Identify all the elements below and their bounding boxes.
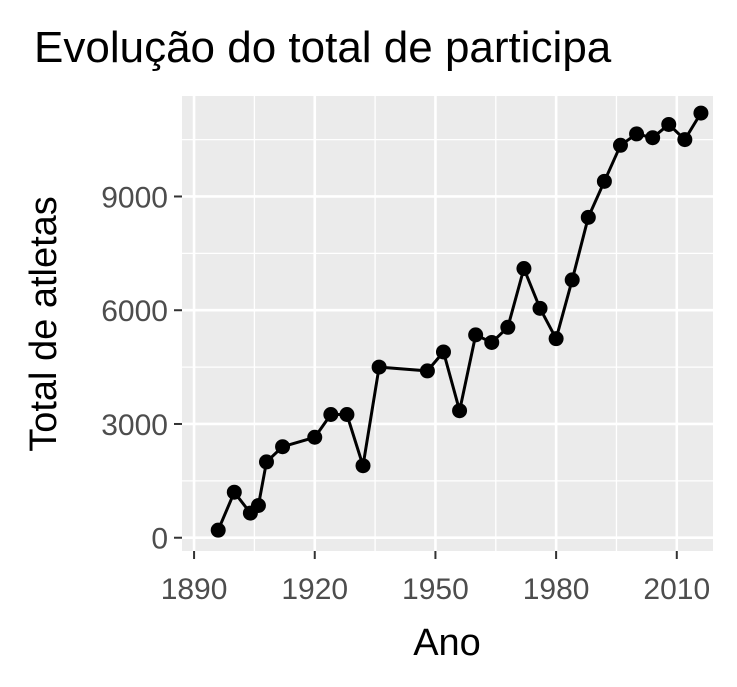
x-tick-label: 1950 bbox=[402, 573, 469, 606]
y-axis-tick-labels: 0 3000 6000 9000 bbox=[101, 181, 168, 555]
data-point bbox=[435, 344, 451, 360]
data-point bbox=[371, 359, 387, 375]
data-point bbox=[250, 498, 266, 513]
y-axis-title: Total de atletas bbox=[23, 196, 65, 452]
data-point bbox=[596, 173, 612, 189]
x-axis-tick-labels: 1890 1920 1950 1980 2010 bbox=[161, 573, 710, 606]
data-point bbox=[661, 116, 677, 132]
data-point bbox=[275, 439, 291, 455]
data-point bbox=[210, 522, 226, 538]
data-point bbox=[258, 454, 274, 470]
data-point bbox=[355, 458, 371, 474]
data-point bbox=[580, 209, 596, 225]
data-point bbox=[645, 130, 661, 146]
data-point bbox=[532, 300, 548, 316]
data-point bbox=[468, 327, 484, 343]
data-point bbox=[677, 132, 693, 148]
y-tick-label: 9000 bbox=[101, 181, 168, 214]
data-points bbox=[210, 105, 709, 538]
gridlines bbox=[182, 96, 713, 551]
y-tick-label: 6000 bbox=[101, 295, 168, 328]
data-point bbox=[500, 319, 516, 335]
data-point bbox=[629, 126, 645, 142]
plot-panel bbox=[182, 96, 713, 551]
x-tick-label: 1890 bbox=[161, 573, 228, 606]
data-point bbox=[564, 272, 580, 288]
data-point bbox=[339, 407, 355, 422]
x-tick-label: 1980 bbox=[523, 573, 590, 606]
data-point bbox=[484, 334, 500, 350]
data-point bbox=[693, 105, 709, 121]
axis-ticks bbox=[174, 195, 678, 559]
data-point bbox=[226, 484, 242, 500]
y-tick-label: 0 bbox=[151, 523, 168, 556]
data-point bbox=[516, 261, 532, 277]
data-point bbox=[419, 363, 435, 379]
data-point bbox=[548, 331, 564, 347]
data-point bbox=[452, 403, 468, 419]
data-point bbox=[612, 137, 628, 153]
chart-title: Evolução do total de participa bbox=[34, 23, 612, 72]
x-tick-label: 1920 bbox=[281, 573, 348, 606]
y-tick-label: 3000 bbox=[101, 409, 168, 442]
data-point bbox=[307, 429, 323, 445]
data-point bbox=[323, 407, 339, 422]
x-axis-title: Ano bbox=[413, 622, 481, 664]
x-tick-label: 2010 bbox=[643, 573, 710, 606]
